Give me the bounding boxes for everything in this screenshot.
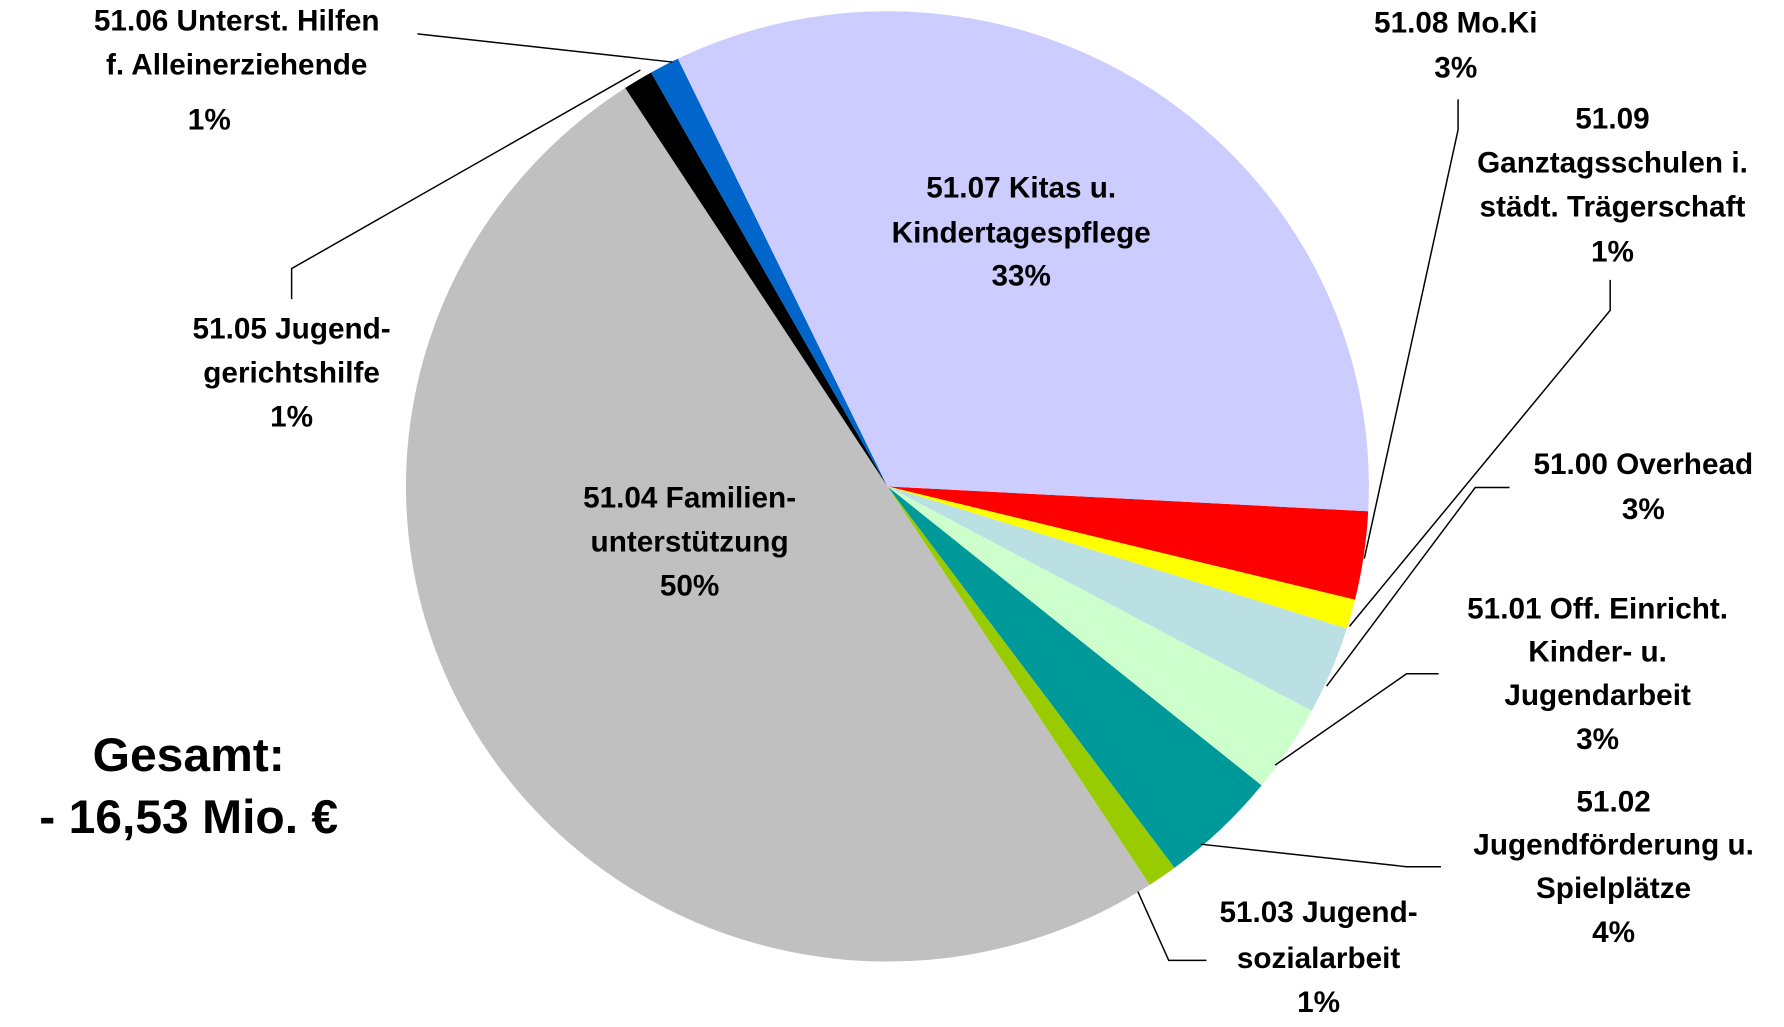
value-label: 1% (1297, 986, 1340, 1019)
pie-slice (887, 486, 1347, 711)
leader-line (1363, 99, 1459, 559)
leader-line (1200, 843, 1441, 868)
slice-label: gerichtshilfe (203, 357, 380, 390)
slice-label: Spielplätze (1536, 872, 1691, 905)
value-label: 33% (991, 260, 1050, 293)
leader-line (1274, 673, 1439, 766)
value-label: 1% (1591, 236, 1634, 269)
slice-label: 51.00 Overhead (1534, 448, 1754, 481)
pie-slice (887, 486, 1262, 868)
pie-slice (625, 72, 888, 487)
leader-line (417, 33, 673, 63)
leader-line (1348, 279, 1611, 627)
leader-line (290, 69, 641, 300)
pie-slice (887, 486, 1355, 629)
slice-label: städt. Trägerschaft (1480, 191, 1746, 224)
pie-slice (887, 486, 1312, 786)
slice-label: 51.05 Jugend- (193, 313, 391, 346)
pie-slice (405, 87, 1150, 962)
value-label: 3% (1622, 493, 1665, 526)
slice-label: 51.01 Off. Einricht. (1467, 592, 1728, 625)
leader-line (1137, 891, 1207, 962)
value-label: 1% (188, 104, 231, 137)
slice-label: unterstützung (591, 526, 789, 559)
value-label: 3% (1576, 723, 1619, 756)
slice-label: 51.04 Familien- (583, 482, 796, 515)
slice-label: Kindertagespflege (892, 217, 1151, 250)
pie-slice (887, 486, 1175, 885)
total-label: Gesamt: (93, 729, 285, 782)
slice-label: 51.03 Jugend- (1219, 896, 1417, 929)
slice-label: 51.08 Mo.Ki (1374, 7, 1537, 40)
slice-label: Ganztagsschulen i. (1477, 147, 1748, 180)
value-label: 3% (1434, 52, 1477, 85)
total-label: - 16,53 Mio. € (39, 791, 338, 844)
value-label: 50% (660, 570, 719, 603)
value-label: 1% (270, 401, 313, 434)
slice-label: Kinder- u. (1528, 636, 1667, 669)
slice-label: Jugendarbeit (1504, 679, 1691, 712)
slice-label: f. Alleinerziehende (106, 49, 367, 82)
slice-label: 51.07 Kitas u. (926, 172, 1116, 205)
slice-label: 51.02 (1576, 785, 1650, 818)
slice-label: 51.09 (1575, 103, 1649, 136)
pie-slice (677, 11, 1369, 512)
slice-label: Jugendförderung u. (1473, 829, 1754, 862)
value-label: 4% (1592, 916, 1635, 949)
leader-line (1325, 486, 1510, 687)
slice-label: 51.06 Unterst. Hilfen (94, 4, 380, 37)
pie-slice (651, 58, 888, 487)
pie-slice (887, 486, 1369, 600)
slice-label: sozialarbeit (1237, 942, 1401, 975)
